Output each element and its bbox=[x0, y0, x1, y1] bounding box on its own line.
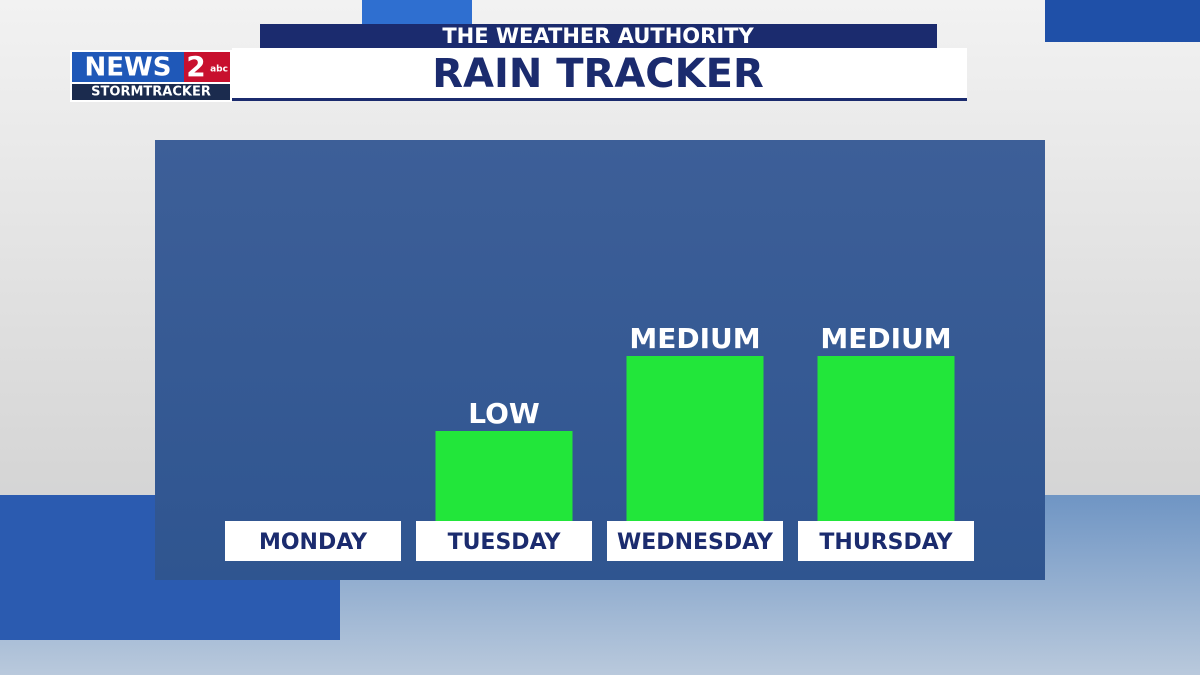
category-box bbox=[225, 521, 401, 561]
logo-number: 2 bbox=[186, 50, 205, 83]
subtitle: THE WEATHER AUTHORITY bbox=[442, 24, 754, 48]
subtitle-bar bbox=[260, 24, 937, 48]
category-label: MONDAY bbox=[259, 530, 368, 555]
logo-news-bg bbox=[72, 52, 184, 82]
logo-number-bg bbox=[184, 52, 230, 82]
bar bbox=[817, 356, 955, 521]
bar bbox=[626, 356, 764, 521]
accent bbox=[1045, 0, 1200, 42]
value-label: MEDIUM bbox=[629, 322, 760, 355]
value-label: LOW bbox=[468, 397, 540, 430]
plot: MONDAY LOW TUESDAY MEDIUM WEDNESDAY MEDIUM THU… bbox=[225, 322, 974, 561]
logo-name: NEWS bbox=[85, 53, 172, 83]
category-label: TUESDAY bbox=[448, 530, 562, 555]
category-box bbox=[798, 521, 974, 561]
logo-network: abc bbox=[210, 65, 228, 75]
logo-tagline: STORMTRACKER bbox=[91, 85, 211, 100]
title-underline bbox=[232, 98, 967, 101]
bar bbox=[435, 431, 573, 521]
category-label: WEDNESDAY bbox=[617, 530, 774, 555]
logo-tagline-bg bbox=[72, 84, 230, 100]
title-bar bbox=[232, 48, 967, 100]
category-box bbox=[416, 521, 592, 561]
accent bbox=[362, 0, 472, 24]
category-box bbox=[607, 521, 783, 561]
value-label: MEDIUM bbox=[820, 322, 951, 355]
category-label: THURSDAY bbox=[819, 530, 953, 555]
title: RAIN TRACKER bbox=[432, 51, 764, 97]
